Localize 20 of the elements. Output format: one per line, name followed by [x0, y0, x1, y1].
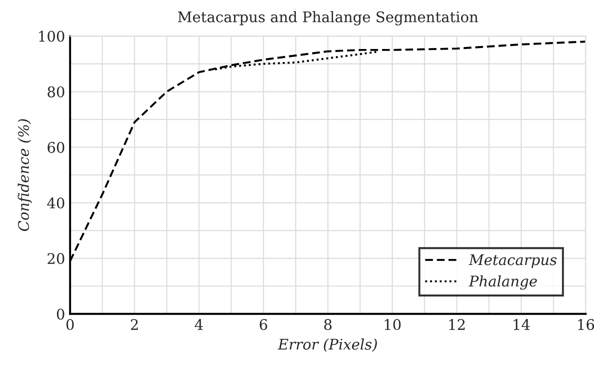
- x-tick-label: 12: [449, 319, 465, 330]
- x-tick-label: 4: [194, 319, 203, 330]
- y-tick-label: 100: [39, 30, 64, 42]
- x-tick-label: 16: [578, 319, 594, 330]
- y-tick-label: 40: [47, 197, 64, 209]
- x-tick-label: 0: [66, 319, 74, 330]
- x-tick-label: 2: [130, 319, 138, 330]
- legend-label: Metacarpus: [468, 254, 557, 268]
- y-tick-label: 20: [48, 253, 64, 264]
- x-tick-label: 14: [514, 319, 530, 330]
- y-tick-label: 80: [48, 86, 64, 98]
- x-tick-label: 8: [324, 319, 332, 330]
- x-axis-title: Error (Pixels): [278, 338, 377, 352]
- y-tick-label: 0: [56, 308, 64, 320]
- y-axis-title: Confidence (%): [18, 119, 32, 232]
- chart-title: Metacarpus and Phalange Segmentation: [178, 11, 478, 26]
- x-tick-label: 10: [384, 319, 401, 330]
- legend-label: Phalange: [468, 275, 537, 290]
- y-tick-label: 60: [48, 142, 64, 153]
- x-tick-label: 6: [260, 319, 268, 330]
